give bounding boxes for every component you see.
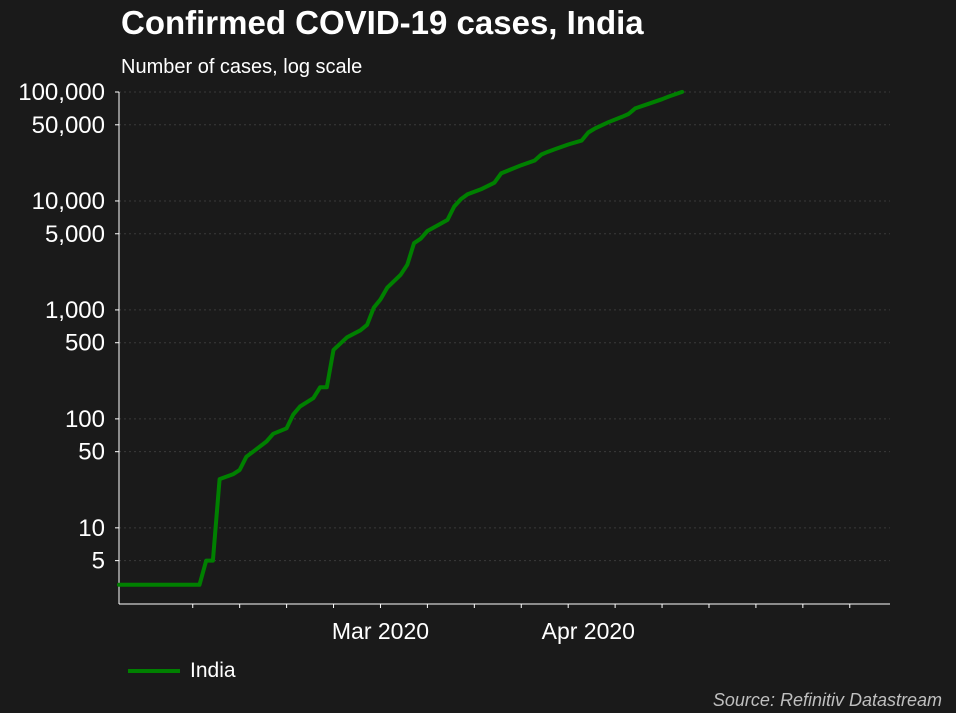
chart-subtitle: Number of cases, log scale [121, 56, 363, 78]
y-tick-label: 5 [92, 548, 105, 575]
y-tick-label: 10,000 [32, 188, 105, 215]
y-tick-label: 100,000 [18, 79, 105, 106]
grid-lines [119, 91, 890, 562]
series-line-india [117, 89, 685, 587]
legend: India [128, 659, 236, 683]
chart-title: Confirmed COVID-19 cases, India [121, 4, 644, 41]
legend-swatch-india [128, 669, 180, 673]
legend-label-india: India [190, 659, 236, 682]
x-axis: Mar 2020 Apr 2020 [119, 603, 890, 644]
y-tick-label: 500 [65, 330, 105, 357]
y-tick-label: 1,000 [45, 297, 105, 324]
y-tick-label: 5,000 [45, 221, 105, 248]
y-tick-label: 100 [65, 406, 105, 433]
y-tick-label: 10 [78, 515, 105, 542]
x-tick-label: Apr 2020 [542, 618, 635, 644]
source-note: Source: Refinitiv Datastream [712, 690, 942, 710]
y-tick-label: 50 [78, 439, 105, 466]
x-tick-label: Mar 2020 [332, 618, 429, 644]
y-tick-label: 50,000 [32, 112, 105, 139]
y-axis: 5 10 50 100 500 1,000 5,000 10,000 50,000 100,000 [18, 79, 120, 604]
series-layer [117, 89, 685, 587]
